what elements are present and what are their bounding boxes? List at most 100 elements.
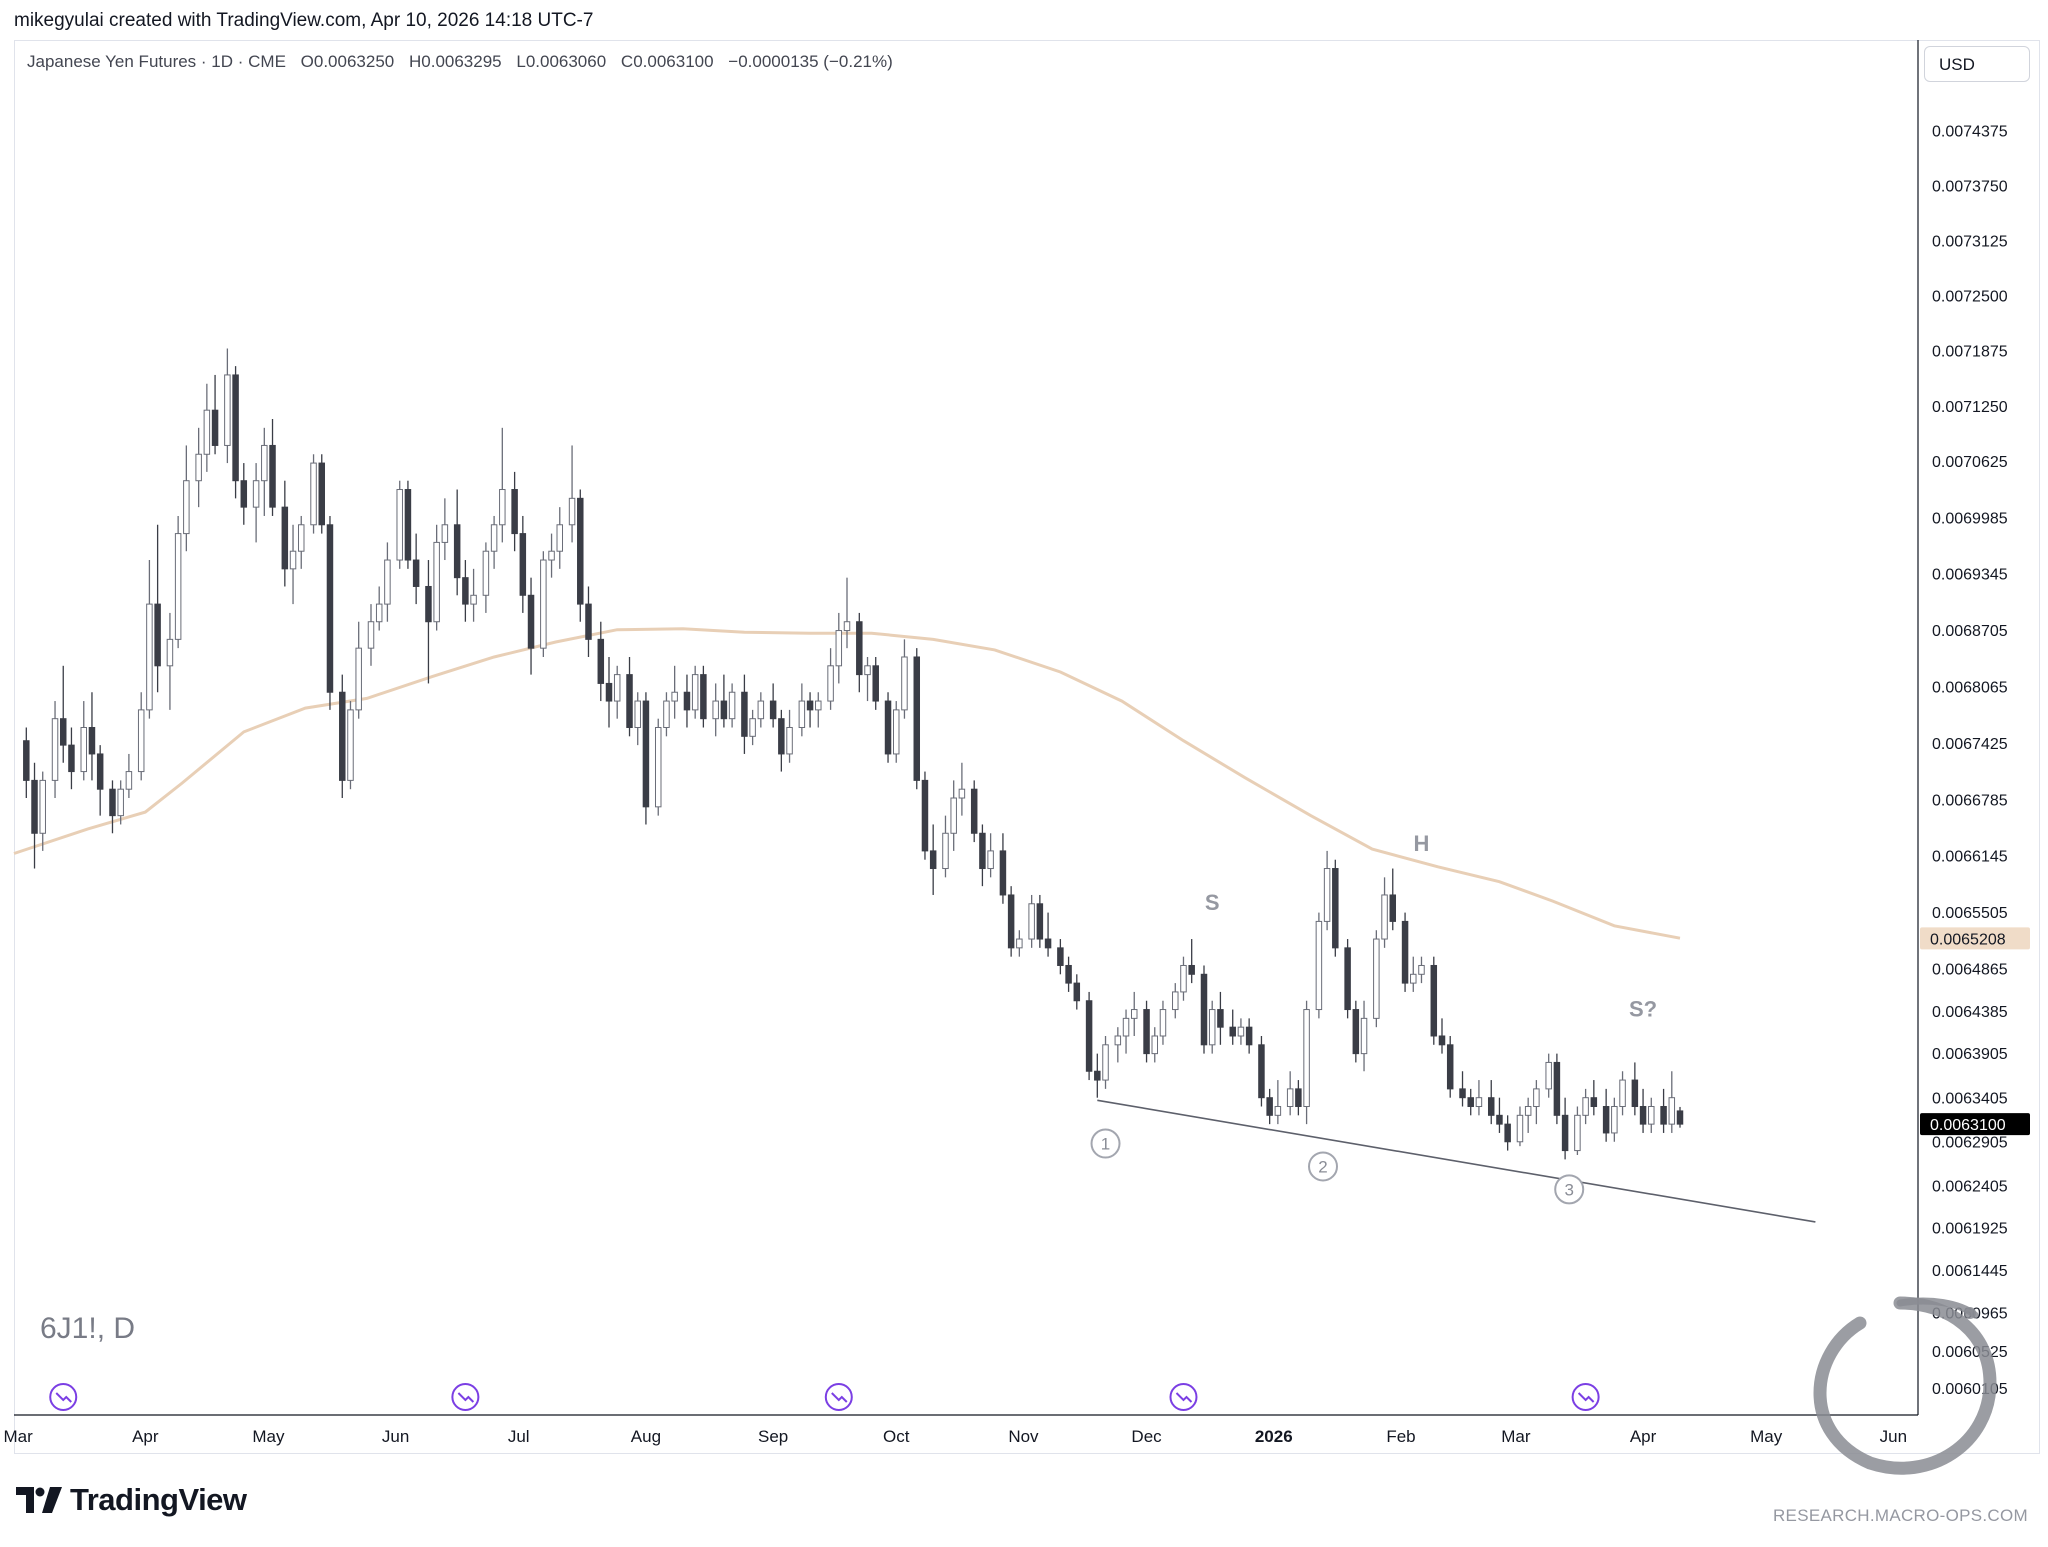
economic-event-icon[interactable] xyxy=(49,1383,78,1411)
candle-body xyxy=(1274,1106,1282,1116)
candle-body xyxy=(1057,947,1064,966)
candle-body xyxy=(958,788,966,799)
time-axis-tick-label: Feb xyxy=(1386,1427,1415,1446)
candle-body xyxy=(1344,947,1351,1011)
tradingview-logo[interactable]: TradingView xyxy=(16,1482,247,1518)
economic-event-icon[interactable] xyxy=(451,1383,480,1411)
candle-body xyxy=(999,850,1007,896)
event-icon-ring xyxy=(1169,1383,1198,1411)
economic-event-icon[interactable] xyxy=(824,1383,853,1411)
candle-body xyxy=(577,497,584,605)
candle-body xyxy=(355,647,362,711)
candle-up xyxy=(958,762,966,816)
candle-body xyxy=(786,727,793,755)
candle-up xyxy=(146,560,153,719)
price-axis-tick-label: 0.0067425 xyxy=(1932,736,2008,753)
event-icon-ring xyxy=(49,1383,78,1411)
candle-body xyxy=(146,603,153,711)
candle-up xyxy=(203,383,211,472)
candle-up xyxy=(1373,930,1380,1028)
candle-body xyxy=(987,850,994,870)
candle-body xyxy=(1065,964,1072,984)
candle-body xyxy=(1446,1044,1454,1090)
candle-body xyxy=(240,480,248,508)
candle-down xyxy=(404,480,412,569)
candle-up xyxy=(1151,1027,1159,1063)
candle-down xyxy=(1065,956,1072,992)
event-icon-glyph xyxy=(831,1392,848,1403)
candle-body xyxy=(80,727,88,773)
candle-down xyxy=(921,771,929,860)
candle-body xyxy=(1159,1009,1167,1037)
ma-price-tag-bg xyxy=(1920,927,2030,950)
candle-down xyxy=(527,577,535,675)
candle-down xyxy=(605,656,613,728)
candle-body xyxy=(1418,964,1425,975)
candle-up xyxy=(490,515,498,569)
candle-body xyxy=(1430,964,1438,1037)
time-axis-tick-label: Nov xyxy=(1008,1427,1039,1446)
candle-up xyxy=(1524,1097,1532,1133)
price-axis-tick-label: 0.0073750 xyxy=(1932,178,2008,195)
economic-event-icon[interactable] xyxy=(1571,1383,1600,1411)
economic-event-icon[interactable] xyxy=(1169,1383,1198,1411)
candle-up xyxy=(1237,1018,1245,1045)
candle-down xyxy=(683,674,691,728)
wave-marker-number: 3 xyxy=(1564,1180,1573,1199)
tradingview-wordmark: TradingView xyxy=(70,1482,247,1517)
candle-body xyxy=(1373,938,1380,1019)
time-axis-tick-label: Sep xyxy=(758,1427,788,1446)
candle-down xyxy=(318,454,326,534)
candle-down xyxy=(1036,894,1044,948)
candle-body xyxy=(856,621,863,676)
time-axis-tick-label: Dec xyxy=(1131,1427,1162,1446)
candle-up xyxy=(310,454,317,534)
time-axis-tick-label: May xyxy=(1750,1427,1783,1446)
legend-symbol-title: Japanese Yen Futures · 1D · CME xyxy=(27,52,286,71)
candle-down xyxy=(1430,956,1438,1045)
time-axis-tick-label: Jun xyxy=(382,1427,409,1446)
event-icon-glyph xyxy=(457,1392,475,1403)
candle-down xyxy=(211,374,219,455)
candle-body xyxy=(979,832,986,870)
candle-body xyxy=(367,621,375,649)
candle-down xyxy=(1073,974,1081,1010)
candle-body xyxy=(1323,868,1331,922)
candle-body xyxy=(1102,1044,1109,1081)
candle-down xyxy=(1344,939,1351,1019)
time-axis-tick-label: Oct xyxy=(883,1427,910,1446)
candle-up xyxy=(671,665,678,719)
candle-body xyxy=(453,524,461,579)
candle-up xyxy=(252,463,260,543)
moving-average-line xyxy=(13,627,1681,940)
candle-body xyxy=(1007,894,1015,949)
candle-body xyxy=(548,550,555,561)
support-trendline xyxy=(1097,1099,1816,1223)
price-axis-tick-label: 0.0068065 xyxy=(1932,680,2008,697)
wave-marker-circle xyxy=(1090,1128,1121,1159)
candle-body xyxy=(281,506,289,570)
candle-body xyxy=(1172,991,1179,1011)
candle-body xyxy=(892,709,900,755)
candle-down xyxy=(626,656,633,737)
candle-up xyxy=(355,621,362,719)
candle-body xyxy=(482,550,490,596)
candle-down xyxy=(929,824,937,895)
candle-up xyxy=(195,427,202,508)
time-axis-tick-label: Jul xyxy=(508,1427,530,1446)
candle-down xyxy=(1676,1106,1684,1128)
candle-up xyxy=(1172,983,1179,1019)
chart-attribution: mikegyulai created with TradingView.com,… xyxy=(14,10,594,31)
research-site-credit: RESEARCH.MACRO-OPS.COM xyxy=(1772,1506,2028,1525)
candle-body xyxy=(289,550,297,570)
price-axis-tick-label: 0.0071875 xyxy=(1932,344,2008,361)
candle-body xyxy=(1315,920,1323,1011)
candle-down xyxy=(979,824,986,887)
candle-body xyxy=(211,409,219,446)
candle-body xyxy=(1036,903,1044,940)
candle-down xyxy=(68,727,75,790)
candle-body xyxy=(232,374,239,482)
currency-selector[interactable]: USD xyxy=(1924,46,2030,82)
candle-down xyxy=(597,621,605,702)
